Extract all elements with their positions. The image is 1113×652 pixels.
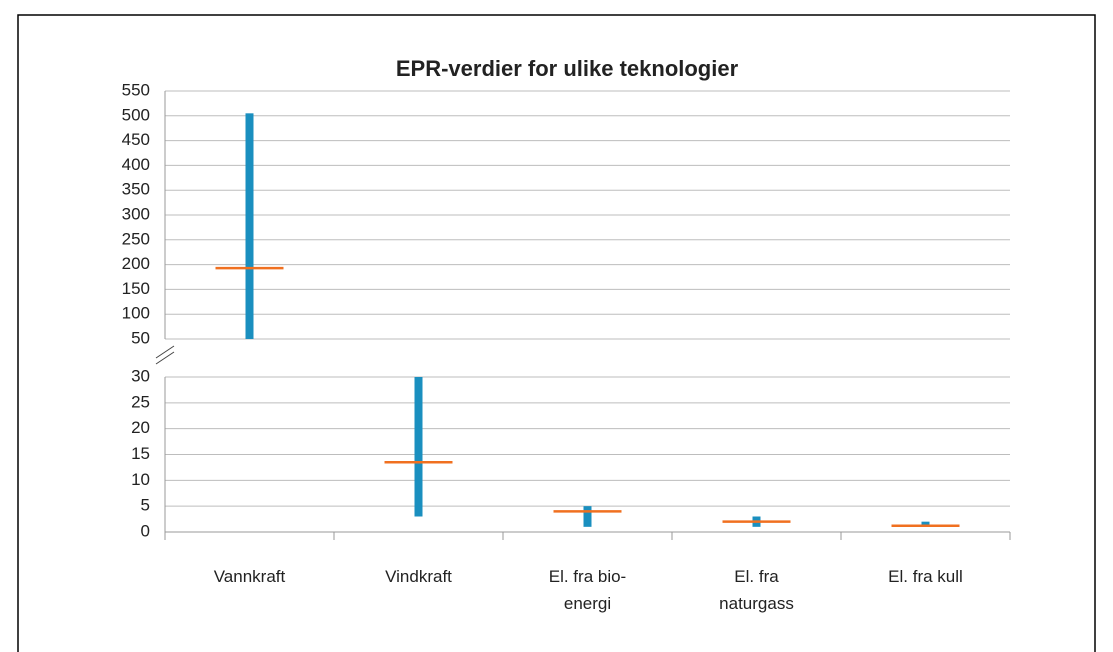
x-tick-label: El. fra bio-energi <box>548 567 627 613</box>
y-tick-label: 15 <box>131 444 150 463</box>
range-bar <box>583 506 592 527</box>
y-tick-label: 350 <box>122 180 150 199</box>
y-tick-label: 50 <box>131 328 150 347</box>
axis-break <box>155 351 175 365</box>
x-tick-label: El. fra kull <box>888 567 963 586</box>
y-tick-label: 100 <box>122 304 150 323</box>
x-label-box: El. fra bio-energi <box>548 567 627 613</box>
y-tick-label: 30 <box>131 366 150 385</box>
y-tick-label: 500 <box>122 105 150 124</box>
axis-break <box>155 345 175 359</box>
y-tick-label: 250 <box>122 229 150 248</box>
range-bar <box>245 113 254 339</box>
y-tick-label: 20 <box>131 418 150 437</box>
y-tick-label: 550 <box>122 80 150 99</box>
x-label-box: Vindkraft <box>385 567 452 586</box>
chart-title: EPR-verdier for ulike teknologier <box>396 56 739 81</box>
y-tick-label: 450 <box>122 130 150 149</box>
x-tick-label: El. fra naturgass <box>719 567 794 613</box>
y-tick-label: 10 <box>131 470 150 489</box>
x-label-box: El. fra kull <box>888 567 963 586</box>
frame <box>17 14 1096 652</box>
y-tick-label: 400 <box>122 155 150 174</box>
y-tick-label: 0 <box>141 521 150 540</box>
x-label-box: El. fra naturgass <box>719 567 794 613</box>
y-tick-label: 300 <box>122 204 150 223</box>
x-tick-label: Vannkraft <box>213 567 286 586</box>
y-tick-label: 5 <box>141 496 150 515</box>
range-bar <box>921 521 930 527</box>
x-tick-label: Vindkraft <box>385 567 452 586</box>
range-bar <box>414 377 423 517</box>
y-tick-label: 150 <box>122 279 150 298</box>
y-tick-label: 200 <box>122 254 150 273</box>
x-label-box: Vannkraft <box>213 567 286 586</box>
y-tick-label: 25 <box>131 392 150 411</box>
